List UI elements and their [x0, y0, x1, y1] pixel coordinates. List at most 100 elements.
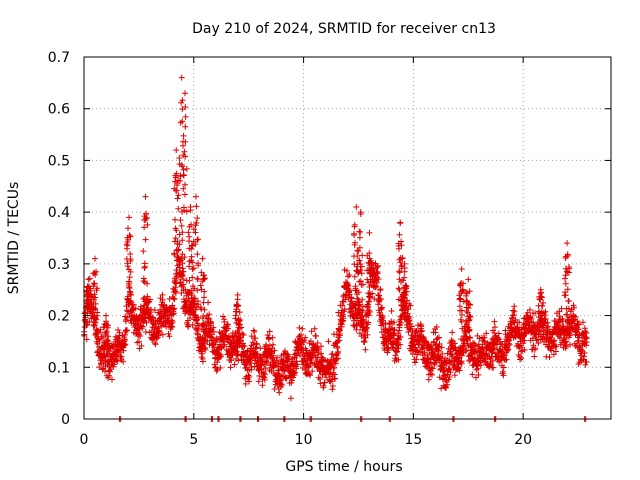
- data-point: [141, 224, 148, 231]
- data-point: [190, 226, 197, 233]
- data-point: [561, 292, 568, 299]
- data-point: [359, 320, 366, 327]
- data-point: [474, 365, 481, 372]
- data-point: [195, 301, 202, 308]
- data-point: [395, 336, 402, 343]
- data-point: [194, 251, 201, 258]
- data-point: [466, 288, 473, 295]
- data-point: [235, 302, 242, 309]
- data-point: [564, 286, 571, 293]
- data-point: [194, 236, 201, 243]
- data-point: [176, 231, 183, 238]
- data-point: [186, 289, 193, 296]
- data-point: [255, 378, 262, 385]
- data-point: [495, 334, 502, 341]
- data-point: [136, 338, 143, 345]
- data-point: [351, 232, 358, 239]
- data-point: [189, 259, 196, 266]
- data-point: [439, 350, 446, 357]
- data-point: [252, 335, 259, 342]
- data-point: [103, 329, 110, 335]
- data-point: [180, 204, 187, 211]
- data-point: [221, 318, 228, 325]
- data-point: [508, 315, 515, 322]
- data-point: [438, 363, 445, 370]
- data-point: [348, 308, 355, 315]
- data-point: [156, 327, 163, 334]
- data-point: [193, 219, 200, 226]
- data-point: [169, 302, 176, 309]
- data-point: [200, 299, 207, 306]
- data-point: [309, 359, 316, 366]
- data-point: [465, 317, 472, 324]
- data-point: [469, 344, 476, 351]
- data-point: [553, 343, 560, 350]
- data-point: [574, 325, 581, 332]
- data-point: [377, 286, 384, 293]
- data-point: [240, 332, 247, 339]
- data-point: [491, 329, 498, 336]
- data-point: [483, 330, 490, 337]
- data-point: [353, 203, 360, 210]
- data-point: [174, 195, 181, 202]
- data-point: [351, 241, 358, 248]
- data-point: [106, 372, 113, 379]
- data-point: [339, 318, 346, 325]
- data-point: [192, 229, 199, 236]
- data-point: [379, 304, 386, 311]
- data-point: [210, 328, 217, 335]
- data-point: [371, 295, 378, 302]
- data-point: [332, 375, 339, 382]
- data-point: [180, 185, 187, 192]
- data-point: [309, 368, 316, 375]
- data-point: [451, 340, 458, 347]
- data-point: [142, 216, 149, 223]
- data-point: [126, 284, 133, 291]
- data-point: [329, 351, 336, 358]
- data-point: [143, 319, 150, 326]
- data-point: [85, 276, 92, 283]
- data-point: [436, 354, 443, 361]
- data-point: [180, 138, 187, 145]
- data-point: [472, 374, 479, 381]
- data-point: [262, 365, 269, 372]
- data-point: [271, 347, 278, 354]
- data-point: [562, 272, 569, 279]
- data-point: [418, 327, 425, 334]
- data-point: [318, 350, 325, 357]
- data-point: [225, 325, 232, 332]
- data-point: [572, 313, 579, 320]
- data-point: [581, 353, 588, 360]
- data-point: [365, 312, 372, 319]
- data-point: [356, 244, 363, 251]
- data-point: [536, 323, 543, 330]
- data-point: [353, 287, 360, 294]
- data-point: [240, 348, 247, 355]
- data-point: [104, 344, 111, 351]
- data-point: [413, 356, 420, 363]
- data-point: [136, 326, 143, 333]
- data-point: [235, 316, 242, 323]
- data-point: [510, 312, 517, 319]
- data-point: [546, 354, 553, 361]
- data-point: [359, 281, 366, 288]
- data-point: [435, 334, 442, 341]
- data-point: [467, 302, 474, 309]
- data-point: [581, 349, 588, 356]
- data-point: [247, 357, 254, 364]
- data-point: [92, 271, 99, 278]
- data-point: [441, 367, 448, 374]
- data-point: [138, 342, 145, 349]
- data-point: [220, 343, 227, 350]
- data-point: [96, 364, 103, 371]
- data-point: [274, 354, 281, 361]
- data-point: [457, 282, 464, 289]
- data-point: [189, 266, 196, 273]
- data-point: [89, 293, 96, 300]
- data-point: [402, 314, 409, 321]
- data-point: [520, 334, 527, 341]
- data-point: [142, 236, 149, 243]
- data-point: [334, 345, 341, 352]
- data-point: [315, 346, 322, 353]
- data-point: [189, 274, 196, 281]
